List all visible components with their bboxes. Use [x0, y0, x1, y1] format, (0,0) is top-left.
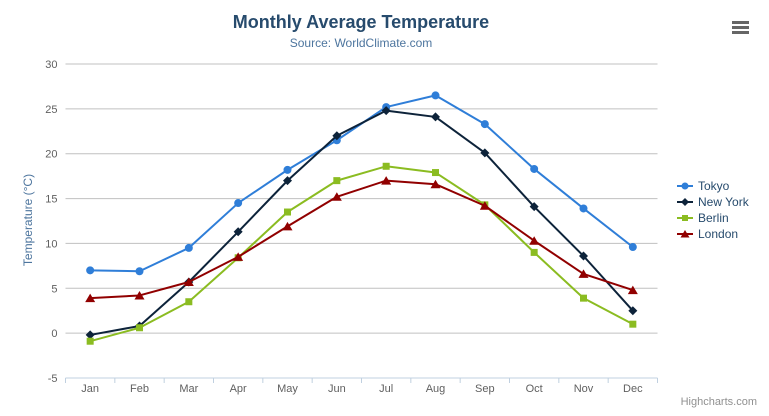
data-point-new-york-may[interactable] — [283, 176, 292, 186]
legend-item-label: Berlin — [698, 211, 729, 225]
data-point-tokyo-aug[interactable] — [431, 91, 440, 100]
x-axis-tick-label: Nov — [574, 383, 594, 395]
x-axis-tick-label: Apr — [230, 383, 247, 395]
data-point-berlin-mar[interactable] — [185, 298, 193, 306]
data-point-tokyo-oct[interactable] — [530, 164, 539, 173]
credits-link[interactable]: Highcharts.com — [680, 396, 757, 408]
hamburger-icon — [732, 31, 749, 34]
legend-marker-berlin[interactable] — [682, 215, 688, 221]
data-point-berlin-jun[interactable] — [333, 177, 341, 185]
y-axis-tick-label: 5 — [51, 283, 57, 295]
x-axis-tick-label: Sep — [475, 383, 495, 395]
data-point-london-feb[interactable] — [134, 290, 145, 300]
data-point-berlin-feb[interactable] — [136, 324, 143, 332]
legend-marker-circle-icon — [677, 182, 693, 190]
legend-marker-triangle-icon — [677, 230, 693, 238]
y-axis-tick-label: 15 — [45, 194, 57, 206]
series-line-london[interactable] — [89, 179, 634, 300]
data-point-london-oct[interactable] — [529, 236, 540, 245]
x-axis-tick-label: Jan — [81, 383, 99, 395]
data-point-london-dec[interactable] — [627, 285, 638, 295]
legend: Tokyo New York Berlin London — [677, 178, 749, 242]
data-point-new-york-dec[interactable] — [628, 306, 638, 316]
x-axis-tick-label: Aug — [426, 383, 446, 395]
data-point-tokyo-feb[interactable] — [135, 267, 144, 276]
data-point-berlin-nov[interactable] — [580, 294, 587, 302]
legend-item-london[interactable]: London — [677, 226, 749, 242]
data-point-london-sep[interactable] — [479, 201, 490, 210]
x-axis-tick-label: Dec — [623, 383, 643, 395]
data-point-london-jan[interactable] — [85, 293, 96, 303]
data-point-berlin-jan[interactable] — [86, 337, 94, 345]
hamburger-icon — [732, 21, 749, 24]
data-point-berlin-jul[interactable] — [382, 162, 390, 170]
legend-item-new-york[interactable]: New York — [677, 194, 749, 210]
legend-item-label: London — [698, 227, 739, 241]
y-axis-tick-label: 0 — [51, 328, 57, 340]
y-axis-tick-label: 25 — [45, 104, 57, 116]
series-line-tokyo[interactable] — [89, 94, 634, 273]
data-point-tokyo-nov[interactable] — [579, 204, 588, 213]
legend-item-label: Tokyo — [698, 179, 730, 193]
chart-subtitle: Source: WorldClimate.com — [289, 36, 433, 50]
x-axis-tick-label: Jul — [379, 383, 393, 395]
series-line-berlin[interactable] — [89, 165, 634, 343]
data-point-new-york-jun[interactable] — [332, 131, 342, 141]
data-point-new-york-sep[interactable] — [480, 148, 490, 158]
data-point-tokyo-apr[interactable] — [234, 199, 243, 208]
y-axis-tick-label: 30 — [45, 59, 57, 71]
data-point-london-jul[interactable] — [381, 176, 392, 185]
data-point-new-york-apr[interactable] — [233, 227, 243, 237]
data-point-new-york-jan[interactable] — [85, 330, 95, 340]
data-point-london-mar[interactable] — [183, 277, 194, 287]
data-point-tokyo-may[interactable] — [283, 165, 292, 174]
chart-title: Monthly Average Temperature — [232, 12, 490, 32]
x-axis-tick-label: Oct — [526, 383, 543, 395]
data-point-tokyo-dec[interactable] — [628, 243, 637, 252]
data-point-london-nov[interactable] — [578, 269, 589, 278]
data-point-tokyo-mar[interactable] — [184, 243, 193, 252]
data-point-berlin-may[interactable] — [284, 208, 291, 216]
x-axis-tick-label: May — [277, 383, 298, 395]
data-point-london-jun[interactable] — [331, 192, 342, 201]
y-axis-tick-label: 20 — [45, 149, 57, 161]
legend-item-label: New York — [698, 195, 749, 209]
legend-marker-diamond-icon — [677, 198, 693, 206]
context-menu-button[interactable] — [732, 21, 749, 34]
y-axis-title: Temperature (°C) — [21, 173, 35, 267]
data-point-london-apr[interactable] — [233, 252, 244, 261]
data-point-london-may[interactable] — [282, 221, 293, 231]
legend-item-berlin[interactable]: Berlin — [677, 210, 749, 226]
series-line-new-york[interactable] — [89, 109, 634, 336]
legend-marker-tokyo[interactable] — [681, 182, 689, 190]
legend-item-tokyo[interactable]: Tokyo — [677, 178, 749, 194]
data-point-new-york-jul[interactable] — [381, 106, 391, 116]
data-point-new-york-nov[interactable] — [579, 251, 588, 261]
data-point-new-york-oct[interactable] — [529, 202, 539, 212]
legend-marker-new-york[interactable] — [681, 198, 689, 206]
data-point-new-york-aug[interactable] — [431, 112, 440, 122]
x-axis-tick-label: Mar — [179, 383, 198, 395]
legend-marker-london[interactable] — [680, 230, 690, 238]
hamburger-icon — [732, 26, 749, 29]
data-point-london-aug[interactable] — [430, 179, 441, 189]
data-point-berlin-oct[interactable] — [530, 248, 538, 256]
y-axis-tick-label: 10 — [45, 238, 57, 250]
x-axis-tick-label: Jun — [328, 383, 346, 395]
data-point-berlin-dec[interactable] — [629, 320, 637, 328]
data-point-tokyo-sep[interactable] — [480, 120, 489, 129]
y-axis-tick-label: -5 — [48, 373, 58, 385]
data-point-tokyo-jan[interactable] — [86, 266, 95, 275]
legend-marker-square-icon — [677, 215, 693, 221]
data-point-berlin-aug[interactable] — [432, 169, 439, 177]
x-axis-tick-label: Feb — [130, 383, 149, 395]
